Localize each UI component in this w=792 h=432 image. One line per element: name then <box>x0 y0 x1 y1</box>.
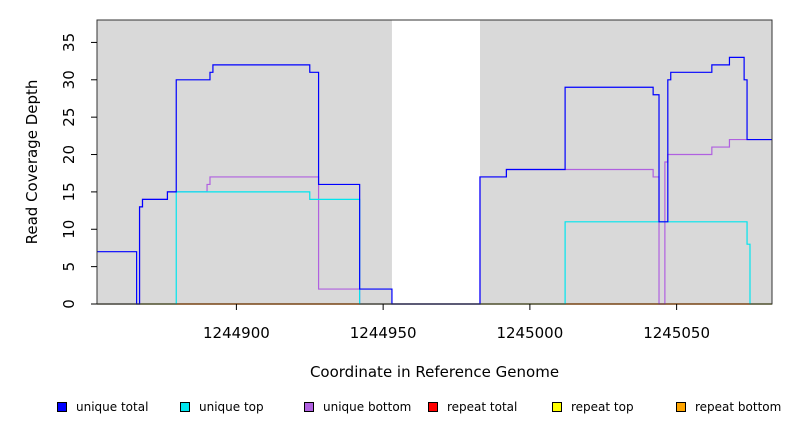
legend-item-unique-total: unique total <box>57 400 148 414</box>
legend: unique total unique top unique bottom repea… <box>0 400 792 418</box>
y-tick-label: 25 <box>60 108 78 127</box>
y-axis-label: Read Coverage Depth <box>23 80 41 245</box>
plot-background <box>97 20 772 304</box>
legend-label: repeat total <box>447 400 518 414</box>
y-tick-label: 35 <box>60 33 78 52</box>
legend-label: unique bottom <box>323 400 412 414</box>
x-axis-label: Coordinate in Reference Genome <box>310 363 559 381</box>
legend-item-unique-bottom: unique bottom <box>304 400 411 414</box>
x-tick-label: 1245050 <box>643 324 710 342</box>
legend-swatch <box>180 402 190 412</box>
legend-swatch <box>57 402 67 412</box>
x-axis: 1244900 1244950 1245000 1245050 <box>203 304 710 342</box>
coverage-chart: 1244900 1244950 1245000 1245050 0 5 10 15 20 25 3… <box>23 19 773 381</box>
y-tick-label: 5 <box>60 262 78 272</box>
x-tick-label: 1245000 <box>496 324 563 342</box>
plot-frame <box>96 19 773 305</box>
y-tick-label: 10 <box>60 220 78 239</box>
y-axis: 0 5 10 15 20 25 30 35 <box>60 33 97 309</box>
legend-swatch <box>552 402 562 412</box>
x-tick-label: 1244900 <box>203 324 270 342</box>
legend-swatch <box>304 402 314 412</box>
legend-label: repeat bottom <box>695 400 782 414</box>
legend-swatch <box>428 402 438 412</box>
legend-item-unique-top: unique top <box>180 400 264 414</box>
legend-label: repeat top <box>571 400 634 414</box>
legend-item-repeat-top: repeat top <box>552 400 634 414</box>
legend-item-repeat-total: repeat total <box>428 400 517 414</box>
gap-region <box>391 20 480 304</box>
legend-item-repeat-bottom: repeat bottom <box>676 400 781 414</box>
y-tick-label: 20 <box>60 145 78 164</box>
y-tick-label: 0 <box>60 299 78 309</box>
legend-label: unique top <box>199 400 264 414</box>
legend-label: unique total <box>76 400 149 414</box>
legend-swatch <box>676 402 686 412</box>
y-tick-label: 15 <box>60 182 78 201</box>
x-tick-label: 1244950 <box>350 324 417 342</box>
y-tick-label: 30 <box>60 70 78 89</box>
